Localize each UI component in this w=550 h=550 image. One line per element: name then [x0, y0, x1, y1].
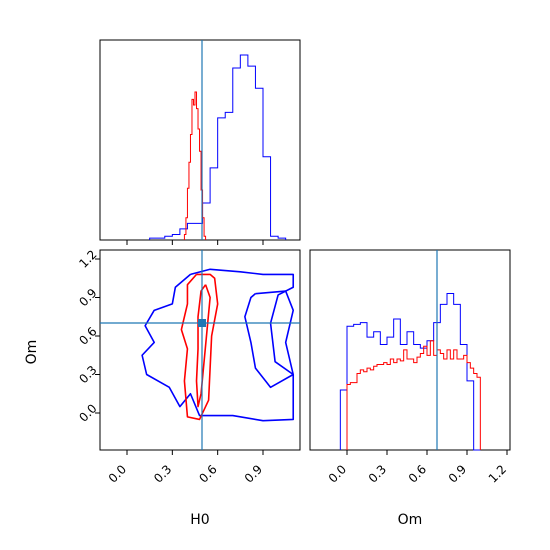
h0-marginal-panel [99, 39, 301, 241]
h0-marginal-ticks [126, 240, 264, 245]
om-x-ticks: 0.0 0.3 0.6 0.9 1.2 [326, 450, 509, 486]
om-y-ticks: 0.0 0.3 0.6 0.9 1.2 [76, 247, 100, 425]
om-xtick-label: 0.6 [406, 462, 429, 485]
h0-om-2d-panel: 0.0 0.3 0.6 0.9 0.0 0.3 0.6 0.9 1.2 H0 Om [24, 247, 301, 528]
om-ytick-label: 0.0 [76, 401, 99, 424]
om-marginal-axis-label: Om [398, 512, 423, 528]
h0-om-frame [99, 249, 301, 451]
om-xtick-label: 0.0 [326, 462, 349, 485]
h0-axis-label: H0 [190, 512, 209, 528]
h0-xtick-label: 0.9 [242, 462, 265, 485]
h0-x-ticks: 0.0 0.3 0.6 0.9 [106, 450, 265, 486]
om-xtick-label: 0.3 [366, 462, 389, 485]
contour-blue-outer [141, 268, 295, 422]
om-xtick-label: 0.9 [446, 462, 469, 485]
om-axis-label: Om [24, 340, 40, 365]
h0-om-contours [141, 268, 295, 422]
om-ytick-label: 0.3 [76, 363, 99, 386]
contour-blue-inner [244, 290, 295, 389]
om-hist-series-blue [339, 292, 481, 451]
h0-marginal-histograms [149, 54, 287, 240]
contour-red-inner [195, 284, 211, 408]
om-hist-series-red [346, 340, 481, 450]
contour-red-outer [180, 273, 219, 421]
h0-xtick-label: 0.6 [196, 462, 219, 485]
om-marginal-histograms [339, 292, 481, 451]
truth-marker [198, 319, 206, 327]
om-xtick-label: 1.2 [486, 462, 509, 485]
om-ytick-label: 1.2 [76, 247, 99, 270]
h0-xtick-label: 0.0 [106, 462, 129, 485]
om-ytick-label: 0.6 [76, 324, 99, 347]
h0-xtick-label: 0.3 [151, 462, 174, 485]
om-marginal-panel: 0.0 0.3 0.6 0.9 1.2 Om [309, 249, 511, 528]
h0-marginal-frame [99, 39, 301, 241]
om-marginal-frame [309, 249, 511, 451]
om-ytick-label: 0.9 [76, 286, 99, 309]
h0-hist-series-blue [149, 54, 287, 240]
